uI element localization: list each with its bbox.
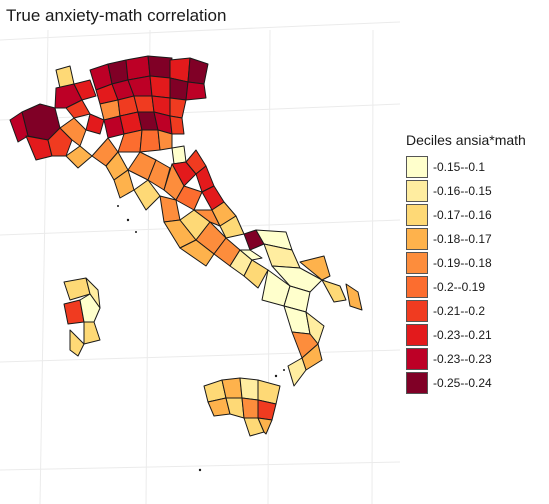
province-region [157, 129, 173, 151]
province-region [221, 377, 243, 399]
legend-swatch [406, 204, 428, 226]
provinces [9, 55, 363, 437]
legend-label: -0.21--0.2 [433, 304, 486, 318]
legend-label: -0.2--0.19 [433, 280, 486, 294]
province-region [169, 115, 185, 135]
small-islands [117, 205, 285, 472]
map-title: True anxiety-math correlation [6, 6, 227, 25]
legend-label: -0.18--0.17 [433, 232, 492, 246]
legend-label: -0.15--0.1 [433, 160, 486, 174]
legend-item: -0.18--0.17 [406, 227, 526, 251]
province-region [345, 283, 363, 311]
province-region [69, 329, 85, 357]
province-region [85, 113, 105, 135]
legend-label: -0.23--0.23 [433, 352, 492, 366]
province-region [287, 357, 307, 387]
legend: Deciles ansia*math -0.15--0.1 -0.16--0.15… [406, 132, 526, 395]
province-region [83, 321, 101, 345]
province-region [241, 397, 259, 419]
legend-swatch [406, 300, 428, 322]
legend-item: -0.19--0.18 [406, 251, 526, 275]
province-region [239, 249, 263, 261]
legend-item: -0.21--0.2 [406, 299, 526, 323]
legend-swatch [406, 228, 428, 250]
legend-item: -0.16--0.15 [406, 179, 526, 203]
legend-title: Deciles ansia*math [406, 132, 526, 148]
legend-swatch [406, 180, 428, 202]
province-region [321, 279, 347, 303]
legend-label: -0.25--0.24 [433, 376, 492, 390]
legend-item: -0.17--0.16 [406, 203, 526, 227]
legend-swatch [406, 348, 428, 370]
province-region [147, 55, 173, 79]
legend-item: -0.2--0.19 [406, 275, 526, 299]
province-region [73, 79, 97, 101]
province-region [257, 399, 277, 421]
province-region [169, 97, 187, 119]
legend-item: -0.23--0.21 [406, 323, 526, 347]
province-region [171, 145, 187, 165]
province-region [169, 77, 189, 101]
legend-items: -0.15--0.1 -0.16--0.15 -0.17--0.16 -0.18--0… [406, 155, 526, 395]
province-region [271, 265, 323, 293]
province-region [65, 145, 93, 169]
legend-swatch [406, 156, 428, 178]
province-region [133, 95, 155, 113]
province-region [187, 57, 209, 85]
graticule [0, 21, 401, 504]
province-region [225, 397, 245, 419]
province-region [139, 129, 161, 153]
legend-label: -0.23--0.21 [433, 328, 492, 342]
legend-swatch [406, 324, 428, 346]
province-region [47, 127, 73, 157]
legend-swatch [406, 372, 428, 394]
legend-item: -0.15--0.1 [406, 155, 526, 179]
province-region [299, 255, 331, 281]
legend-swatch [406, 252, 428, 274]
province-region [147, 159, 171, 191]
province-region [239, 377, 259, 401]
province-region [59, 117, 87, 147]
province-region [149, 75, 171, 99]
legend-swatch [406, 276, 428, 298]
province-region [257, 417, 273, 435]
legend-label: -0.17--0.16 [433, 208, 492, 222]
legend-item: -0.23--0.23 [406, 347, 526, 371]
province-region [185, 81, 207, 101]
legend-item: -0.25--0.24 [406, 371, 526, 395]
legend-label: -0.16--0.15 [433, 184, 492, 198]
legend-label: -0.19--0.18 [433, 256, 492, 270]
province-region [79, 293, 101, 323]
